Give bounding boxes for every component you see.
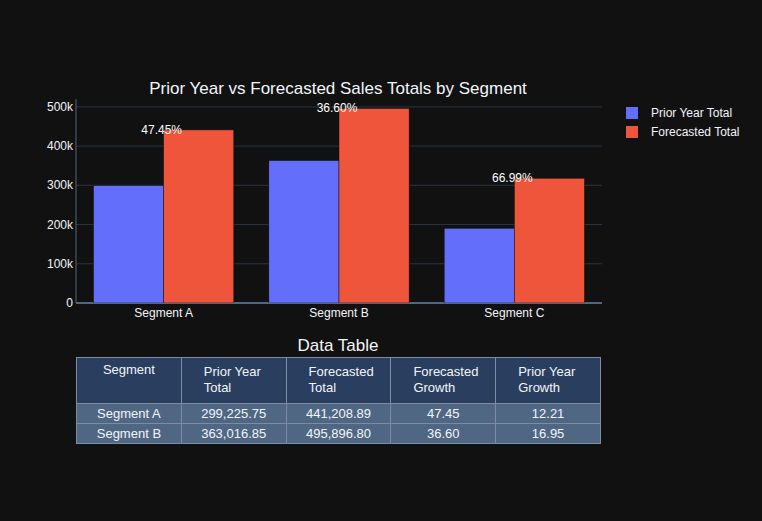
y-tick-label: 0: [66, 296, 73, 310]
bar: [94, 186, 164, 303]
table-header-cell: Forecasted Growth: [390, 357, 496, 404]
grid: [76, 107, 602, 303]
bar: [339, 108, 409, 303]
bar: [514, 178, 584, 303]
y-tick-label: 400k: [47, 139, 74, 153]
table-cell: 441,208.89: [286, 403, 392, 424]
table-cell: 495,896.80: [286, 423, 392, 444]
table-cell: 12.21: [495, 403, 601, 424]
y-axis-line: [76, 99, 77, 303]
legend-label: Prior Year Total: [651, 106, 732, 120]
bar: [444, 228, 514, 303]
y-tick-label: 500k: [47, 100, 74, 114]
bar: [269, 161, 339, 303]
y-tick-label: 100k: [47, 257, 74, 271]
table-cell: 363,016.85: [181, 423, 287, 444]
table-cell: 47.45: [390, 403, 496, 424]
legend-swatch: [626, 126, 638, 138]
table-cell: 299,225.75: [181, 403, 287, 424]
table-header-cell: Forecasted Total: [286, 357, 392, 404]
bar: [164, 130, 234, 303]
legend-swatch: [626, 107, 638, 119]
x-tick-label: Segment C: [484, 306, 544, 320]
annotation: 36.60%: [317, 101, 358, 115]
table-cell: Segment A: [76, 403, 182, 424]
table-header-cell: Prior Year Growth: [495, 357, 601, 404]
y-tick-label: 300k: [47, 178, 74, 192]
legend-label: Forecasted Total: [651, 125, 740, 139]
y-tick-label: 200k: [47, 218, 74, 232]
table-cell: Segment B: [76, 423, 182, 444]
table-cell: 16.95: [495, 423, 601, 444]
table-header-cell: Segment: [76, 357, 182, 404]
table-title: Data Table: [298, 336, 379, 355]
chart-title: Prior Year vs Forecasted Sales Totals by…: [149, 79, 527, 98]
annotation: 47.45%: [141, 123, 182, 137]
bars: [94, 108, 585, 303]
annotation: 66.99%: [492, 171, 533, 185]
x-tick-label: Segment B: [309, 306, 368, 320]
table-header-cell: Prior Year Total: [181, 357, 287, 404]
x-tick-label: Segment A: [134, 306, 193, 320]
table-cell: 36.60: [390, 423, 496, 444]
